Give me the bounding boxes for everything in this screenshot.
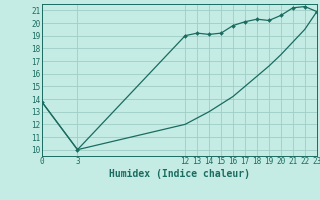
X-axis label: Humidex (Indice chaleur): Humidex (Indice chaleur): [109, 169, 250, 179]
